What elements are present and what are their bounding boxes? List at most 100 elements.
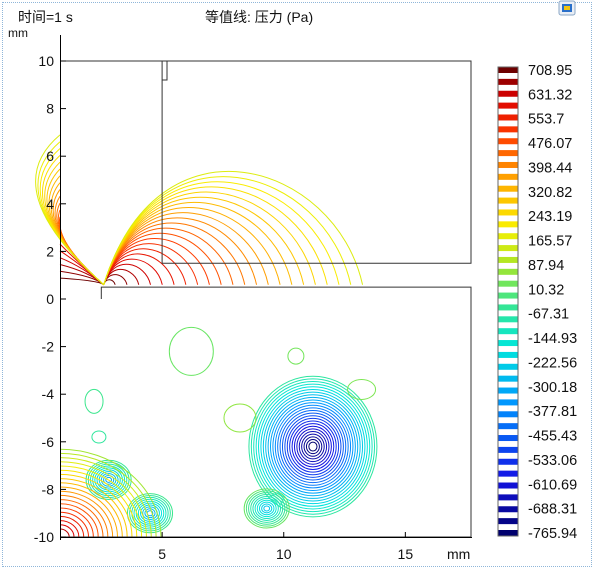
x-tick-label: 5 — [158, 546, 166, 562]
colorbar-stripe — [498, 411, 518, 418]
colorbar-stripe — [498, 518, 518, 525]
contour-line — [254, 497, 279, 520]
colorbar-label: 398.44 — [528, 160, 572, 176]
contour-line — [250, 378, 376, 515]
contour-line — [296, 428, 330, 465]
contour-line — [103, 196, 305, 285]
colorbar-stripe — [498, 340, 518, 347]
contour-line — [59, 524, 75, 538]
colorbar-stripe — [498, 280, 518, 287]
figure-frame — [2, 2, 592, 567]
contour-line — [284, 415, 342, 478]
y-tick-label: -4 — [42, 386, 55, 402]
y-tick-label: -10 — [34, 529, 54, 545]
contour-line — [59, 469, 138, 538]
contour-line — [35, 134, 105, 286]
contour-line — [103, 176, 352, 285]
contour-line — [301, 433, 325, 460]
colorbar-label: 10.32 — [528, 282, 564, 298]
contour-line — [262, 391, 364, 502]
contour-line — [347, 378, 377, 400]
y-tick-label: 0 — [46, 291, 54, 307]
colorbar — [497, 66, 519, 537]
colorbar-stripe — [498, 67, 518, 73]
contour-line — [103, 171, 364, 285]
colorbar-stripe — [498, 316, 518, 323]
contour-line — [261, 503, 273, 514]
colorbar-stripe — [498, 268, 518, 275]
contour-line — [103, 181, 340, 285]
colorbar-stripe — [498, 351, 518, 358]
contour-line — [274, 404, 352, 489]
colorbar-stripe — [498, 304, 518, 311]
colorbar-label: 87.94 — [528, 258, 564, 274]
y-tick-label: 8 — [46, 101, 54, 117]
colorbar-stripe — [498, 114, 518, 121]
colorbar-stripe — [498, 90, 518, 97]
colorbar-stripe — [498, 530, 518, 536]
colorbar-stripe — [498, 506, 518, 513]
colorbar-label: -610.69 — [528, 477, 577, 493]
contour-line — [223, 403, 257, 433]
colorbar-stripe — [498, 423, 518, 430]
axes — [60, 35, 472, 540]
contour-line — [103, 186, 328, 285]
contour-line — [105, 476, 113, 483]
contour-line — [59, 465, 143, 538]
colorbar-label: -144.93 — [528, 331, 577, 347]
contour-line — [286, 417, 340, 476]
contour-line — [308, 441, 318, 452]
contour-line — [59, 528, 70, 538]
colorbar-label: 708.95 — [528, 63, 572, 79]
contour-line — [103, 222, 246, 285]
contour-line — [59, 511, 90, 538]
contour-line — [59, 263, 105, 286]
geometry-outline — [60, 60, 472, 538]
colorbar-label: -533.06 — [528, 453, 577, 469]
colorbar-stripe — [498, 458, 518, 465]
colorbar-stripe — [498, 185, 518, 192]
colorbar-stripe — [498, 328, 518, 335]
contour-line — [59, 461, 147, 538]
contour-line — [94, 467, 123, 493]
contour-line — [126, 493, 174, 534]
colorbar-stripe — [498, 399, 518, 406]
colorbar-label: -222.56 — [528, 355, 577, 371]
contour-line — [59, 494, 109, 538]
contour-line — [279, 409, 347, 484]
contour-line — [103, 201, 293, 285]
contour-line — [258, 386, 368, 507]
colorbar-label: -455.43 — [528, 429, 577, 445]
contour-line — [59, 503, 99, 538]
contour-line — [103, 207, 281, 285]
contour-line — [263, 505, 271, 512]
contour-line — [103, 191, 316, 285]
contour-line — [256, 499, 277, 518]
contour-line — [269, 399, 356, 494]
y-tick-label: 6 — [46, 148, 54, 164]
app-logo-icon[interactable] — [557, 0, 577, 16]
contour-line — [59, 230, 105, 286]
colorbar-label: 553.7 — [528, 112, 564, 128]
contour-line — [289, 420, 337, 473]
contour-line — [57, 209, 105, 286]
contour-line — [59, 507, 94, 538]
contour-line — [265, 394, 361, 499]
x-tick-label: 15 — [398, 546, 414, 562]
colorbar-stripe — [498, 138, 518, 145]
colorbar-label: -765.94 — [528, 526, 577, 542]
x-ticks: 5 10 15 — [158, 532, 413, 562]
contour-line — [250, 494, 284, 523]
contour-line — [272, 402, 354, 492]
time-label: 时间=1 s — [18, 9, 73, 25]
colorbar-stripe — [498, 482, 518, 489]
contour-line — [248, 492, 286, 525]
contour-line — [253, 381, 373, 513]
contour-line — [59, 473, 133, 538]
y-tick-label: -6 — [42, 434, 55, 450]
y-ticks: 10 8 6 4 2 0 -2 -4 -6 -8 -10 — [34, 53, 66, 545]
contour-line — [267, 396, 359, 497]
colorbar-stripe — [498, 375, 518, 382]
colorbar-stripe — [498, 470, 518, 477]
